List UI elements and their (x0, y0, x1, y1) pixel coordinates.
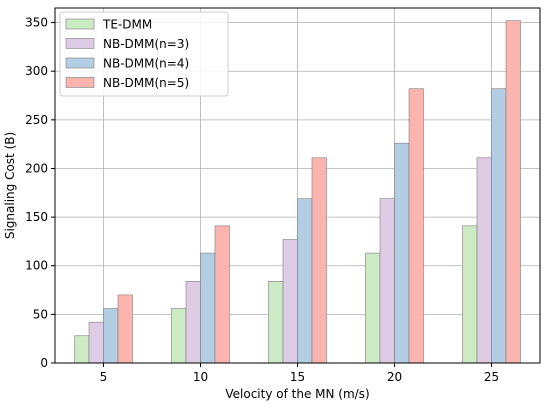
y-tick-label: 150 (25, 210, 48, 224)
y-tick-label: 200 (25, 161, 48, 175)
bar (311, 157, 327, 364)
bar (282, 239, 298, 364)
bar (365, 252, 381, 364)
x-tick-label: 20 (387, 370, 402, 384)
bar (379, 198, 395, 364)
y-tick-label: 100 (25, 259, 48, 273)
bar (491, 88, 507, 364)
bar (297, 198, 313, 364)
legend-label: NB-DMM(n=5) (103, 76, 189, 90)
legend-label: NB-DMM(n=3) (103, 37, 189, 51)
legend-swatch (65, 57, 95, 69)
bar (505, 20, 521, 364)
y-tick-label: 300 (25, 64, 48, 78)
x-axis-label: Velocity of the MN (m/s) (225, 387, 369, 401)
bar (462, 225, 478, 364)
y-tick-label: 350 (25, 16, 48, 30)
bar (171, 308, 187, 364)
bar (476, 157, 492, 364)
x-tick-label: 5 (100, 370, 108, 384)
bar (408, 88, 424, 364)
y-axis-label: Signaling Cost (B) (3, 132, 17, 239)
bar (214, 225, 230, 364)
y-tick-label: 250 (25, 113, 48, 127)
ticks: 0 50 100 150 200 250 300 350 5 10 15 20 25 (25, 16, 499, 384)
bar (103, 308, 119, 364)
legend-label: NB-DMM(n=4) (103, 57, 189, 71)
y-tick-label: 0 (40, 356, 48, 370)
x-tick-label: 15 (290, 370, 305, 384)
legend-swatch (65, 77, 95, 88)
x-tick-label: 25 (484, 370, 499, 384)
bar (394, 142, 410, 364)
x-tick-label: 10 (193, 370, 208, 384)
legend-box (59, 11, 229, 97)
legend: TE-DMM NB-DMM(n=3) NB-DMM(n=4) NB-DMM(n=5) (59, 11, 229, 97)
bar (88, 321, 104, 364)
bar (74, 335, 90, 364)
legend-swatch (65, 18, 95, 30)
legend-swatch (65, 38, 95, 49)
legend-label: TE-DMM (102, 18, 152, 32)
bar (117, 294, 133, 364)
bar (200, 252, 216, 364)
bar (268, 281, 284, 364)
y-tick-label: 50 (33, 307, 48, 321)
bars (74, 20, 521, 364)
bar (185, 281, 201, 364)
